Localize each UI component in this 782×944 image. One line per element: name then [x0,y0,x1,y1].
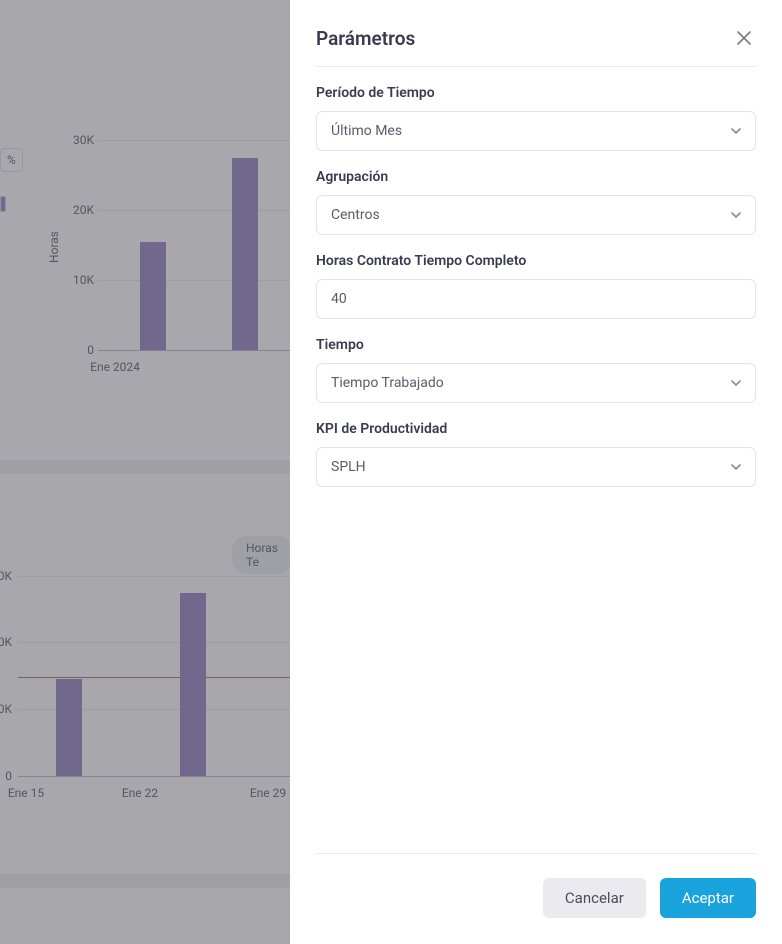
label-horas-contrato: Horas Contrato Tiempo Completo [316,253,756,269]
select-tiempo-value: Tiempo Trabajado [331,375,444,391]
header-divider [316,66,756,67]
chevron-down-icon [729,376,743,390]
label-tiempo: Tiempo [316,337,756,353]
select-kpi-value: SPLH [331,459,366,475]
close-button[interactable] [732,26,756,50]
select-periodo-value: Último Mes [331,123,402,139]
chevron-down-icon [729,124,743,138]
close-icon [736,30,752,46]
field-tiempo: Tiempo Tiempo Trabajado [316,337,756,403]
select-kpi[interactable]: SPLH [316,447,756,487]
parameters-panel: Parámetros Período de Tiempo Último Mes … [290,0,782,944]
footer-divider [316,853,756,854]
panel-title: Parámetros [316,27,415,50]
select-agrupacion[interactable]: Centros [316,195,756,235]
field-agrupacion: Agrupación Centros [316,169,756,235]
chevron-down-icon [729,460,743,474]
cancel-button[interactable]: Cancelar [543,878,646,918]
select-tiempo[interactable]: Tiempo Trabajado [316,363,756,403]
label-kpi: KPI de Productividad [316,421,756,437]
panel-footer: Cancelar Aceptar [290,853,782,944]
input-horas-contrato[interactable] [316,279,756,319]
chevron-down-icon [729,208,743,222]
field-kpi: KPI de Productividad SPLH [316,421,756,487]
accept-button[interactable]: Aceptar [660,878,756,918]
label-periodo: Período de Tiempo [316,85,756,101]
select-agrupacion-value: Centros [331,207,380,223]
select-periodo[interactable]: Último Mes [316,111,756,151]
label-agrupacion: Agrupación [316,169,756,185]
field-periodo: Período de Tiempo Último Mes [316,85,756,151]
field-horas-contrato: Horas Contrato Tiempo Completo [316,253,756,319]
